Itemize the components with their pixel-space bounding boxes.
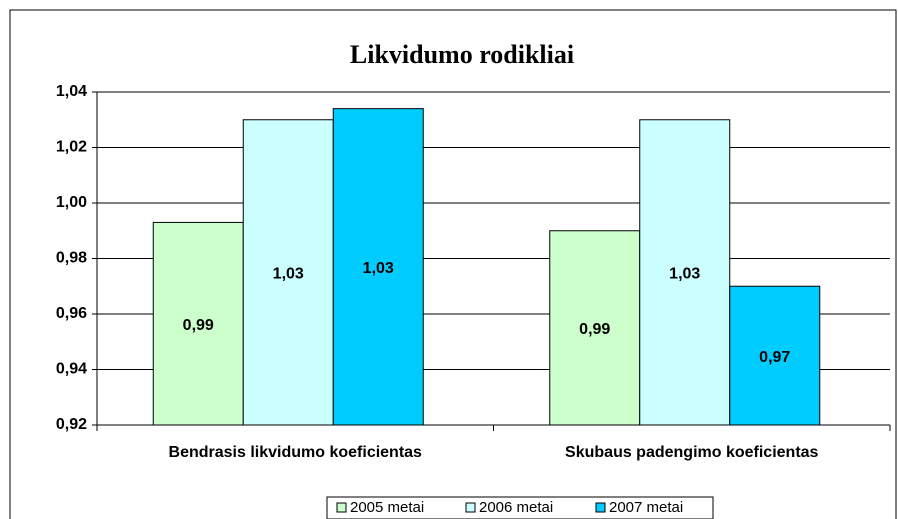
x-tick-label: Skubaus padengimo koeficientas [565, 444, 819, 461]
legend-label: 2005 metai [350, 499, 424, 516]
chart-title: Likvidumo rodikliai [350, 40, 574, 69]
bar [332, 108, 424, 426]
y-tick-label: 0,98 [56, 250, 87, 267]
bar [639, 119, 731, 426]
x-tick-label: Bendrasis likvidumo koeficientas [169, 444, 423, 461]
data-label: 0,99 [183, 317, 214, 334]
chart-border [9, 9, 897, 519]
legend-swatch [336, 502, 347, 513]
legend-label: 2006 metai [479, 499, 553, 516]
data-label: 1,03 [363, 260, 394, 277]
y-tick-label: 0,96 [56, 305, 87, 322]
data-label: 0,99 [579, 321, 610, 338]
data-label: 1,03 [273, 266, 304, 283]
legend-box [326, 496, 714, 519]
legend-label: 2007 metai [609, 499, 683, 516]
bar [729, 285, 821, 426]
data-label: 1,03 [669, 266, 700, 283]
legend-swatch [465, 502, 476, 513]
y-tick-label: 0,92 [56, 416, 87, 433]
y-tick-label: 1,02 [56, 139, 87, 156]
legend-swatch [595, 502, 606, 513]
y-tick-label: 1,00 [56, 194, 87, 211]
y-tick-label: 1,04 [56, 83, 87, 100]
data-label: 0,97 [759, 349, 790, 366]
y-tick-label: 0,94 [56, 361, 87, 378]
